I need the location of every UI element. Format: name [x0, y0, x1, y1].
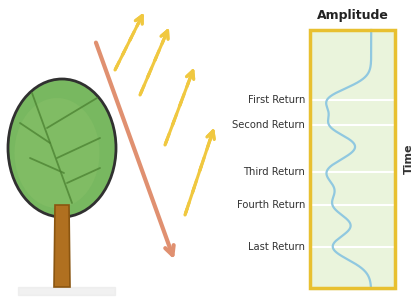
Bar [310, 30, 395, 288]
Text: Last Return: Last Return [248, 242, 305, 252]
Text: Fourth Return: Fourth Return [236, 200, 305, 210]
Ellipse shape [8, 79, 116, 217]
Text: First Return: First Return [248, 95, 305, 105]
Text: Time: Time [404, 144, 414, 174]
Ellipse shape [15, 98, 100, 208]
Text: Third Return: Third Return [243, 167, 305, 177]
Text: Amplitude: Amplitude [317, 9, 389, 23]
Text: Second Return: Second Return [232, 120, 305, 131]
Polygon shape [54, 205, 70, 287]
